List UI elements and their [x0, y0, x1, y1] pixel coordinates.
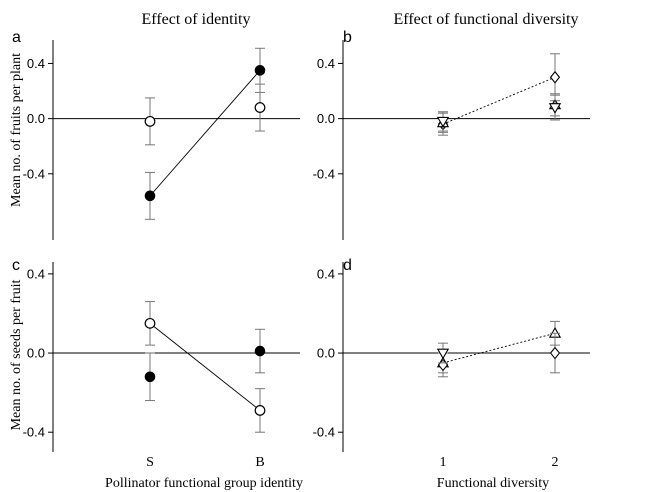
x-tick-label: 1	[440, 455, 447, 470]
y-tick-label: -0.4	[313, 166, 335, 181]
panel-d: d 0.4 0.0 -0.4 1 2	[313, 257, 590, 470]
panel-a: a 0.4 0.0 -0.4	[12, 29, 300, 240]
y-tick-label: -0.4	[23, 166, 45, 181]
panel-label: b	[343, 29, 352, 46]
y-tick-label: 0.4	[27, 266, 45, 281]
xlabel-diversity: Functional diversity	[437, 476, 549, 491]
panel-label: d	[343, 257, 352, 274]
ylabel-fruits: Mean no. of fruits per plant	[9, 53, 24, 207]
y-tick-label: 0.0	[27, 111, 45, 126]
series-line	[442, 76, 556, 125]
panel-label: c	[12, 257, 20, 274]
data-point	[254, 405, 266, 416]
data-point	[144, 115, 156, 127]
data-point	[436, 348, 450, 360]
column-title-identity: Effect of identity	[142, 11, 251, 28]
data-point	[254, 102, 266, 113]
data-point	[549, 346, 561, 360]
panels: a 0.4 0.0 -0.4 b 0.4 0.0 -0.4 c 0.4 0.0 -0.4 S Bd 0.4 0…	[12, 29, 590, 470]
series-line	[149, 70, 261, 197]
column-title-diversity: Effect of functional diversity	[394, 11, 579, 28]
data-point	[549, 70, 561, 84]
panel-b: b 0.4 0.0 -0.4	[313, 29, 590, 240]
data-point	[254, 345, 266, 357]
x-tick-label: 2	[552, 455, 559, 470]
data-point	[144, 371, 156, 383]
x-tick-label: S	[146, 455, 154, 470]
x-tick-label: B	[255, 455, 264, 470]
series-line	[442, 332, 556, 364]
data-point	[144, 190, 156, 202]
xlabel-identity: Pollinator functional group identity	[105, 476, 303, 491]
panel-c: c 0.4 0.0 -0.4 S B	[12, 257, 300, 470]
data-point	[548, 103, 562, 114]
data-point	[144, 317, 156, 329]
y-tick-label: 0.0	[317, 346, 335, 361]
y-tick-label: 0.0	[317, 111, 335, 126]
data-point	[254, 65, 266, 76]
panel-label: a	[12, 29, 21, 46]
data-point	[436, 116, 450, 128]
y-tick-label: 0.4	[317, 266, 335, 281]
y-tick-label: 0.4	[27, 56, 45, 71]
y-tick-label: -0.4	[23, 425, 45, 440]
series-line	[149, 323, 261, 411]
y-tick-label: 0.4	[317, 56, 335, 71]
y-tick-label: 0.0	[27, 346, 45, 361]
ylabel-seeds: Mean no. of seeds per fruit	[9, 279, 24, 430]
y-tick-label: -0.4	[313, 425, 335, 440]
